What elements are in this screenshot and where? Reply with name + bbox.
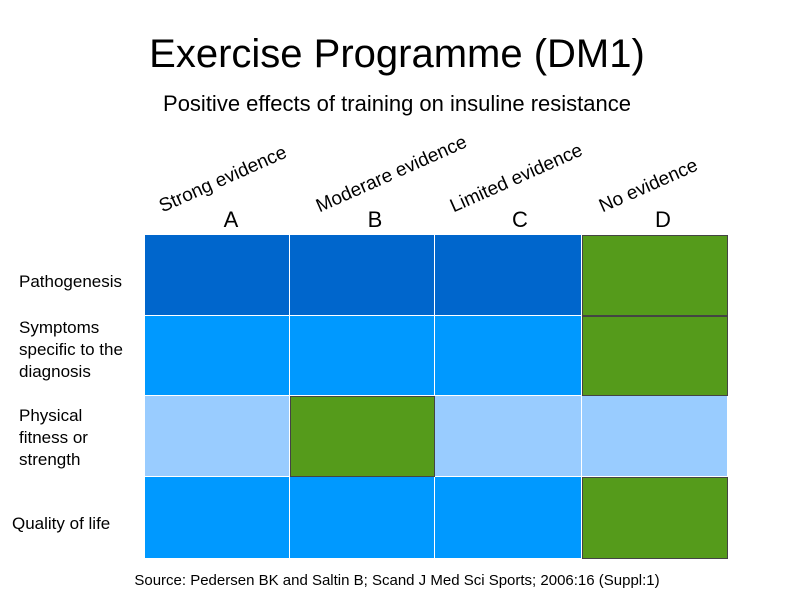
grid-cell [582,396,728,477]
slide-subtitle: Positive effects of training on insuline… [163,91,631,116]
column-letter-d: D [655,207,671,232]
row-label-symptoms: Symptoms specific to the diagnosis [19,318,123,381]
grid-cell [435,316,582,396]
grid-cell [145,477,290,559]
source-citation: Source: Pedersen BK and Saltin B; Scand … [134,572,660,589]
grid-cell [290,316,435,396]
grid-cell [290,396,435,477]
grid-cell [435,396,582,477]
grid-cell [290,477,435,559]
slide-title: Exercise Programme (DM1) [149,32,645,76]
column-letter-c: C [512,207,528,232]
grid-cell [582,477,728,559]
grid-cell [435,477,582,559]
row-label-physical-fitness: Physical fitness or strength [19,406,88,469]
grid-cell [145,316,290,396]
row-label-pathogenesis: Pathogenesis [19,272,123,291]
grid-cell [582,316,728,396]
grid-cell [290,235,435,316]
evidence-grid [145,235,728,559]
grid-cell [145,235,290,316]
evidence-label-b: Moderare evidence [313,131,471,218]
grid-cell [582,235,728,316]
grid-cell [145,396,290,477]
column-letter-a: A [223,207,239,232]
row-label-quality-of-life: Quality of life [12,514,111,533]
grid-cell [435,235,582,316]
column-letter-b: B [367,207,383,232]
